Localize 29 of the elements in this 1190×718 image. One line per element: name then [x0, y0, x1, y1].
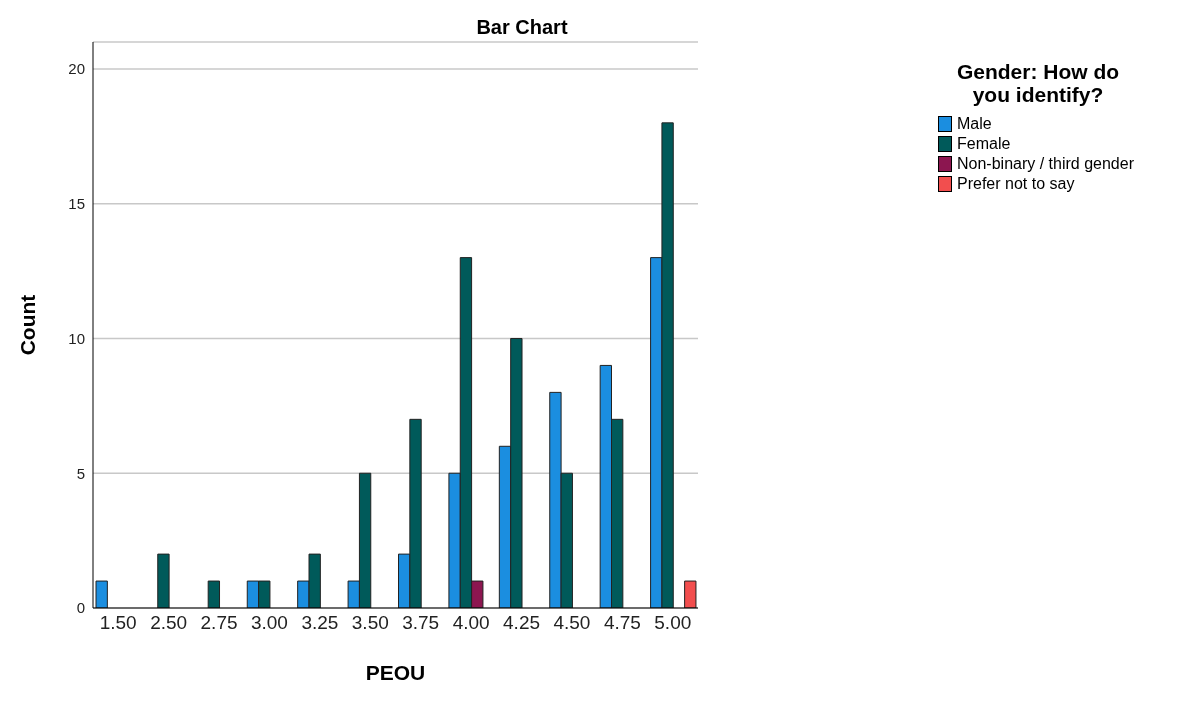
y-axis-title: Count	[16, 294, 40, 356]
x-tick-label: 4.50	[553, 612, 591, 634]
x-axis-title: PEOU	[365, 661, 426, 684]
x-tick-label: 4.75	[603, 612, 641, 634]
x-tick-label: 3.25	[301, 612, 339, 634]
x-tick-label: 5.00	[654, 612, 692, 634]
legend-title: Gender: How do you identify?	[955, 60, 1121, 106]
y-tick-label: 20	[68, 60, 85, 78]
bar	[95, 580, 108, 608]
x-tick-label: 4.00	[452, 612, 490, 634]
x-tick-label: 1.50	[99, 612, 137, 634]
bar	[157, 553, 170, 608]
y-tick-label: 5	[76, 464, 85, 482]
bar	[684, 580, 697, 608]
legend-label: Female	[957, 135, 1011, 153]
y-tick-label: 10	[68, 329, 85, 347]
legend-label: Male	[957, 115, 992, 133]
x-tick-label: 3.50	[351, 612, 389, 634]
x-tick-label: 3.75	[402, 612, 440, 634]
bar	[207, 580, 221, 608]
legend-label: Non-binary / third gender	[957, 155, 1134, 173]
x-tick-label: 3.00	[250, 612, 288, 634]
x-tick-label: 4.25	[503, 612, 541, 634]
chart-title: Bar Chart	[475, 16, 569, 39]
x-tick-label: 2.75	[200, 612, 238, 634]
y-tick-label: 15	[68, 195, 85, 213]
legend-label: Prefer not to say	[957, 175, 1075, 193]
y-tick-label: 0	[76, 599, 85, 617]
x-tick-label: 2.50	[150, 612, 188, 634]
